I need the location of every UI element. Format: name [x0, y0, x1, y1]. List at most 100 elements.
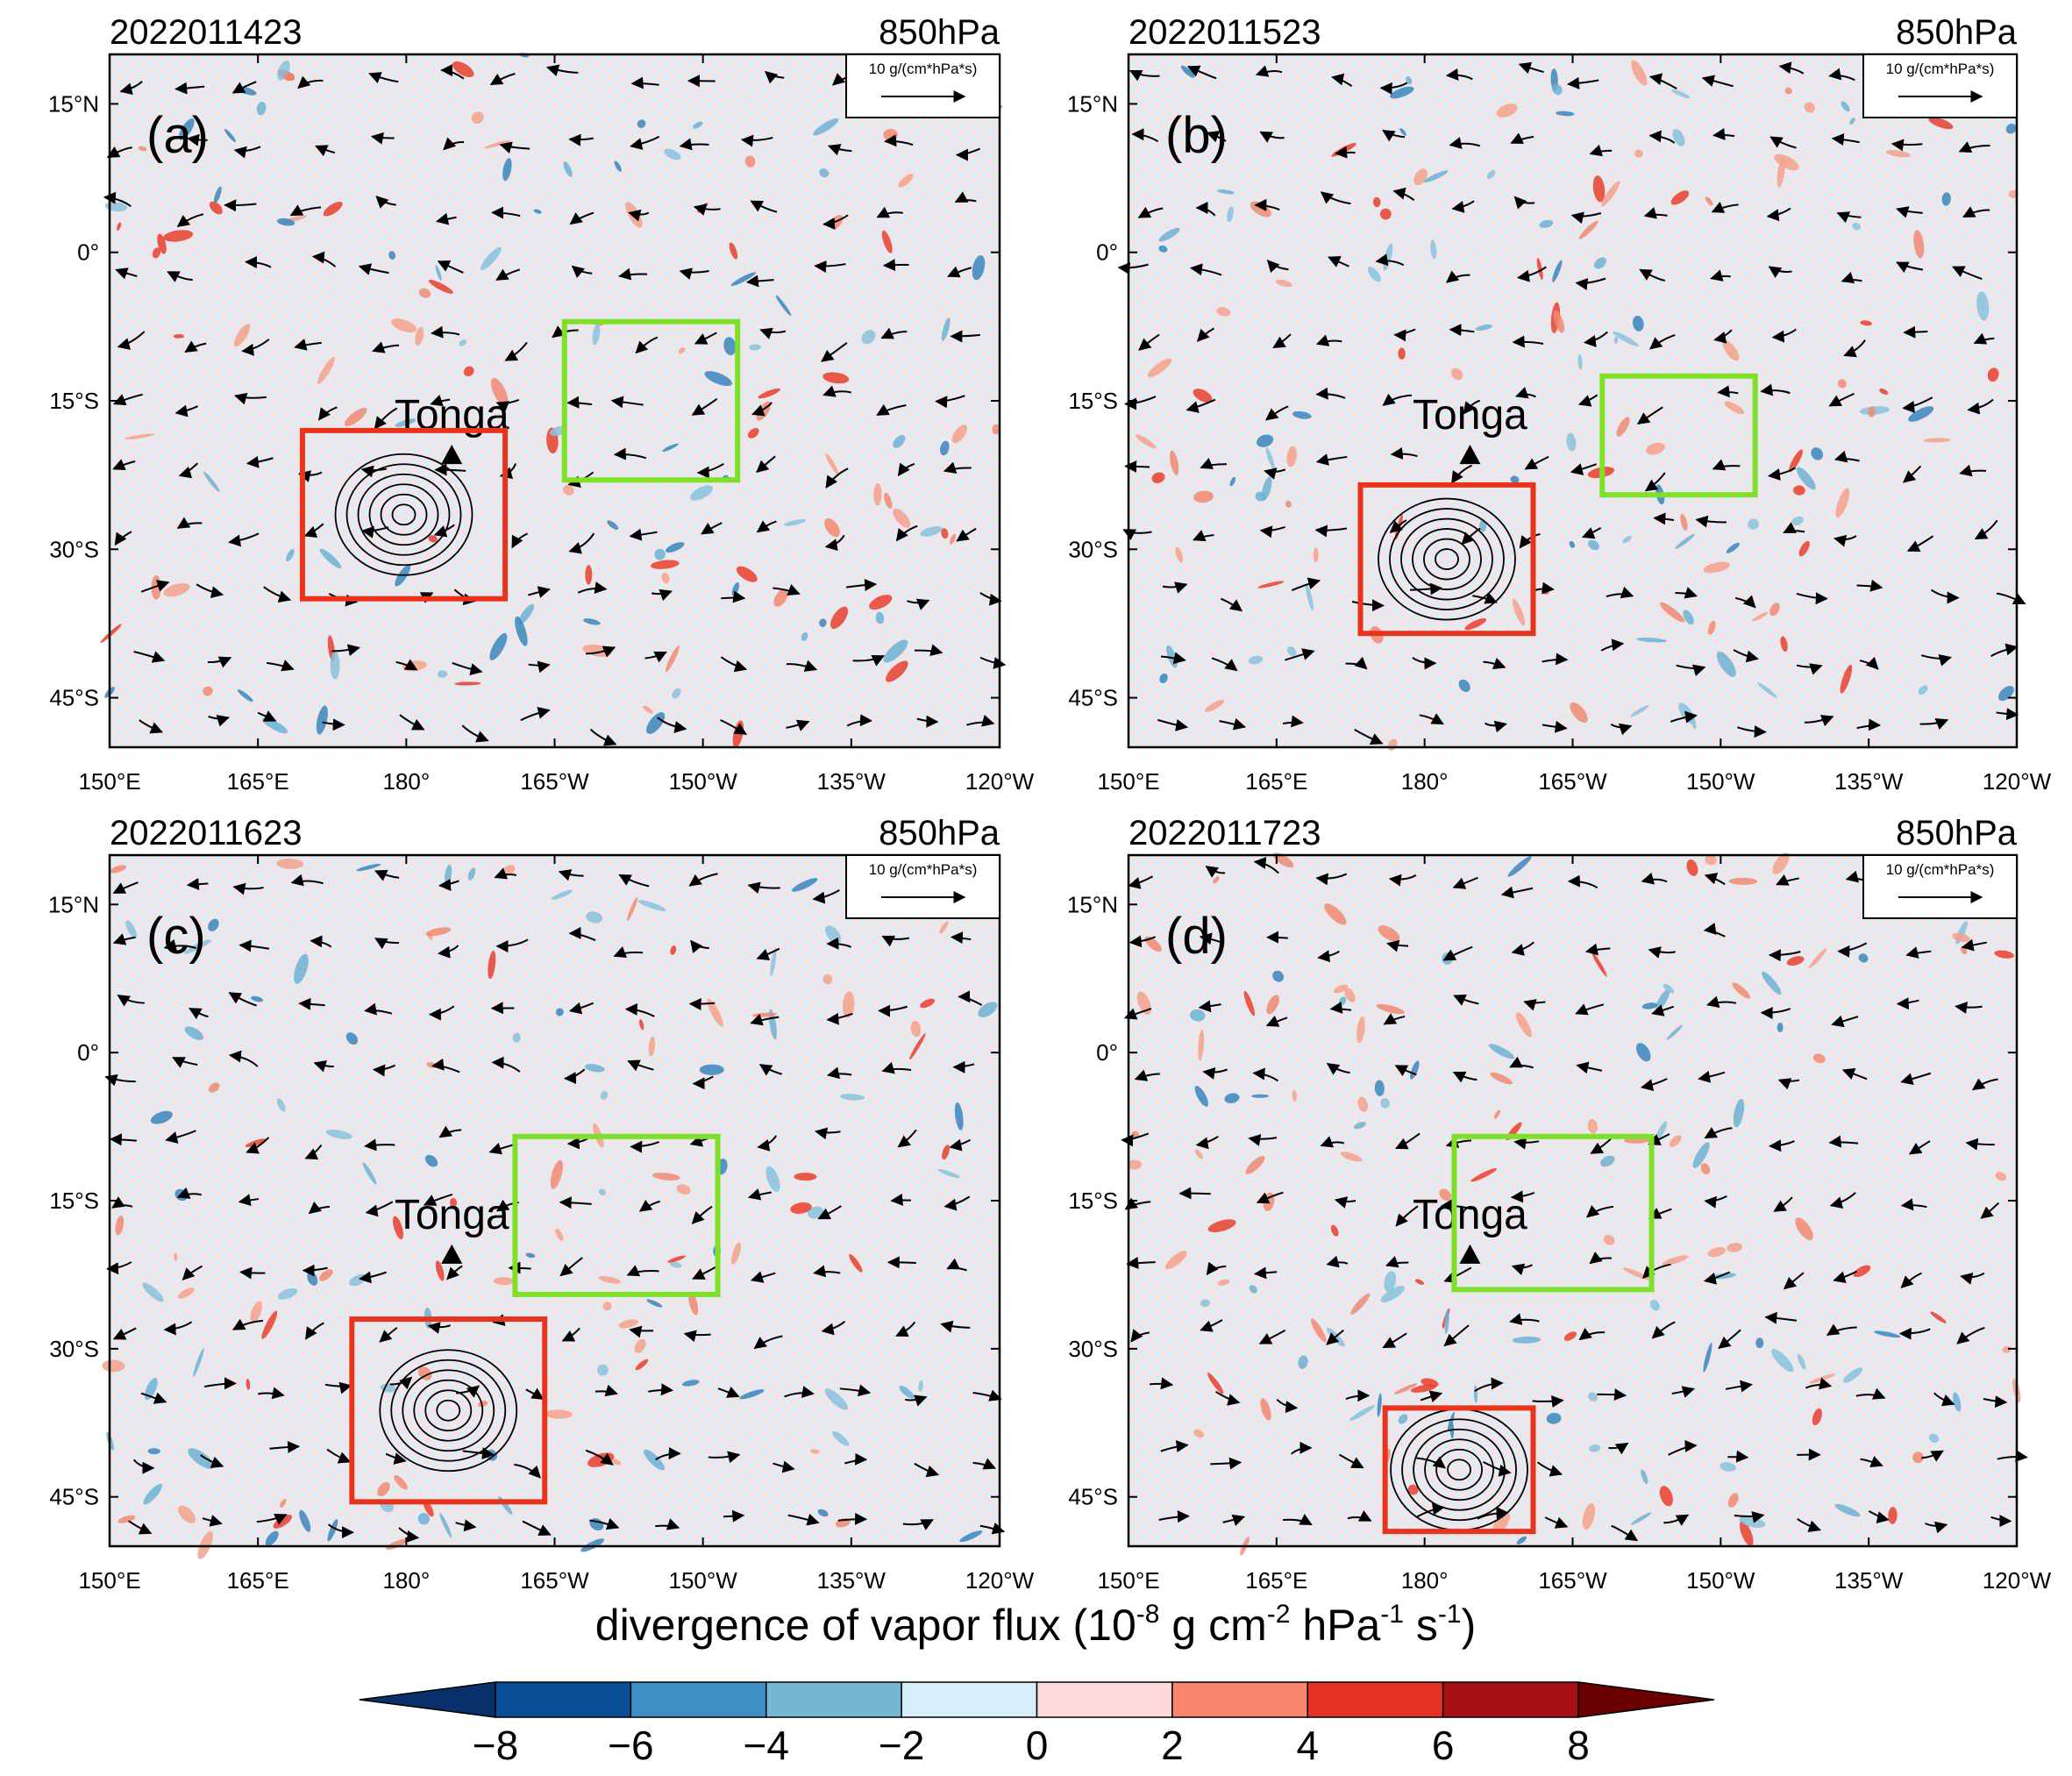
flux-streamlines	[1117, 61, 2026, 745]
flux-streamlines	[1121, 856, 2028, 1542]
tonga-marker	[441, 445, 463, 465]
tonga-marker	[1459, 445, 1481, 465]
lat-tick-label: 15°N	[48, 891, 99, 917]
flux-streamlines	[103, 64, 1007, 746]
colorbar-tick-label: 4	[1296, 1723, 1319, 1768]
divergence-field	[110, 855, 1000, 1546]
convergence-green-box	[561, 318, 741, 483]
colorbar-cell	[765, 1681, 902, 1718]
colorbar-extend-high	[1577, 1681, 1715, 1718]
lon-tick-label: 150°E	[78, 768, 140, 795]
convergence-green-box	[1451, 1133, 1655, 1293]
lon-tick-label: 150°W	[1686, 768, 1755, 795]
reference-vector-label: 10 g/(cm*hPa*s)	[1886, 61, 1995, 77]
lat-tick-label: 45°S	[49, 685, 99, 711]
tonga-marker	[1459, 1244, 1481, 1264]
cyclone-vortex	[334, 453, 473, 576]
cyclone-red-box	[349, 1316, 548, 1505]
divergence-blobs	[1136, 53, 2019, 752]
lat-tick-label: 0°	[77, 1039, 99, 1066]
cyclone-red-box	[299, 427, 509, 602]
lat-tick-label: 30°S	[49, 536, 99, 562]
colorbar-cell	[901, 1681, 1038, 1718]
colorbar-cell	[1442, 1681, 1579, 1718]
lat-tick-label: 15°S	[1068, 388, 1118, 414]
panel-level-title: 850hPa	[1896, 13, 2018, 52]
colorbar-tick-label: 6	[1432, 1723, 1455, 1768]
colorbar-cell	[630, 1681, 767, 1718]
cyclone-red-box	[1357, 481, 1536, 637]
lat-tick-label: 0°	[1096, 239, 1118, 266]
panel-tag: (c)	[146, 908, 206, 965]
colorbar-tick-label: −6	[608, 1723, 653, 1768]
lon-tick-label: 135°W	[817, 768, 886, 795]
lat-tick-label: 15°S	[49, 1188, 99, 1214]
cyclone-vortex	[1378, 497, 1516, 621]
lon-tick-label: 165°W	[520, 1567, 589, 1594]
lat-tick-label: 0°	[77, 239, 99, 266]
divergence-blobs	[100, 53, 1003, 748]
lon-tick-label: 150°E	[1097, 1567, 1159, 1594]
lon-tick-label: 165°E	[1245, 1567, 1307, 1594]
colorbar-tick-label: 8	[1567, 1723, 1590, 1768]
lat-tick-label: 30°S	[1068, 536, 1118, 562]
colorbar: divergence of vapor flux (10-8 g cm-2 hP…	[359, 1600, 1715, 1768]
lon-tick-label: 165°W	[1538, 768, 1607, 795]
cyclone-vortex	[379, 1349, 518, 1473]
lon-tick-label: 150°W	[669, 768, 738, 795]
lon-tick-label: 165°E	[227, 768, 289, 795]
lon-tick-label: 135°W	[1834, 768, 1904, 795]
lon-tick-label: 120°W	[965, 768, 1035, 795]
colorbar-tick-label: −2	[879, 1723, 924, 1768]
lon-tick-label: 150°E	[1097, 768, 1159, 795]
divergence-field	[110, 54, 1000, 747]
lat-tick-label: 15°N	[48, 90, 99, 117]
reference-vector-label: 10 g/(cm*hPa*s)	[1886, 861, 1995, 878]
lat-tick-label: 30°S	[1068, 1336, 1118, 1362]
tonga-label: Tonga	[395, 1192, 509, 1238]
lon-tick-label: 180°	[382, 768, 430, 795]
colorbar-extend-low	[359, 1681, 496, 1718]
reference-vector-box	[845, 854, 1000, 919]
map-panel-a: 150°E 165°E 180° 165°W 150°W 135°W 120°W 15°N 0°…	[48, 13, 1035, 795]
reference-vector-box	[1862, 53, 2018, 118]
divergence-field	[1129, 855, 2017, 1546]
colorbar-tick-label: 2	[1161, 1723, 1184, 1768]
lon-tick-label: 180°	[1401, 768, 1449, 795]
lon-tick-label: 180°	[1401, 1567, 1449, 1594]
lat-tick-label: 30°S	[49, 1336, 99, 1362]
map-panel-c: 150°E 165°E 180° 165°W 150°W 135°W 120°W 15°N 0°…	[48, 814, 1035, 1594]
lat-tick-label: 15°N	[1067, 90, 1118, 117]
lon-tick-label: 150°E	[78, 1567, 140, 1594]
reference-vector-box	[845, 53, 1000, 118]
map-panel-b: 150°E 165°E 180° 165°W 150°W 135°W 120°W 15°N 0°…	[1067, 13, 2052, 795]
panel-level-title: 850hPa	[1896, 814, 2018, 852]
panel-date-title: 2022011623	[110, 814, 303, 852]
map-panel-d: 150°E 165°E 180° 165°W 150°W 135°W 120°W 15°N 0°…	[1067, 814, 2052, 1594]
panel-date-title: 2022011523	[1129, 13, 1321, 52]
colorbar-cell	[1036, 1681, 1173, 1718]
lon-tick-label: 120°W	[1983, 768, 2052, 795]
panel-tag: (d)	[1165, 908, 1228, 965]
lon-tick-label: 180°	[382, 1567, 430, 1594]
lon-tick-label: 165°W	[520, 768, 589, 795]
colorbar-tick-label: −4	[744, 1723, 789, 1768]
lon-tick-label: 150°W	[1686, 1567, 1755, 1594]
tonga-label: Tonga	[1413, 1192, 1527, 1238]
lon-tick-label: 165°E	[227, 1567, 289, 1594]
lon-tick-label: 135°W	[1834, 1567, 1904, 1594]
panel-tag: (b)	[1165, 107, 1228, 164]
lat-tick-label: 45°S	[49, 1484, 99, 1510]
panel-tag: (a)	[146, 107, 209, 164]
lon-tick-label: 165°W	[1538, 1567, 1607, 1594]
lat-tick-label: 0°	[1096, 1039, 1118, 1066]
colorbar-cell	[1171, 1681, 1308, 1718]
reference-vector-box	[1862, 854, 2018, 919]
panel-date-title: 2022011723	[1129, 814, 1321, 852]
lat-tick-label: 45°S	[1068, 1484, 1118, 1510]
tonga-label: Tonga	[1413, 392, 1527, 439]
colorbar-title: divergence of vapor flux (10-8 g cm-2 hP…	[595, 1600, 1476, 1650]
lat-tick-label: 45°S	[1068, 685, 1118, 711]
colorbar-cell	[495, 1681, 632, 1718]
